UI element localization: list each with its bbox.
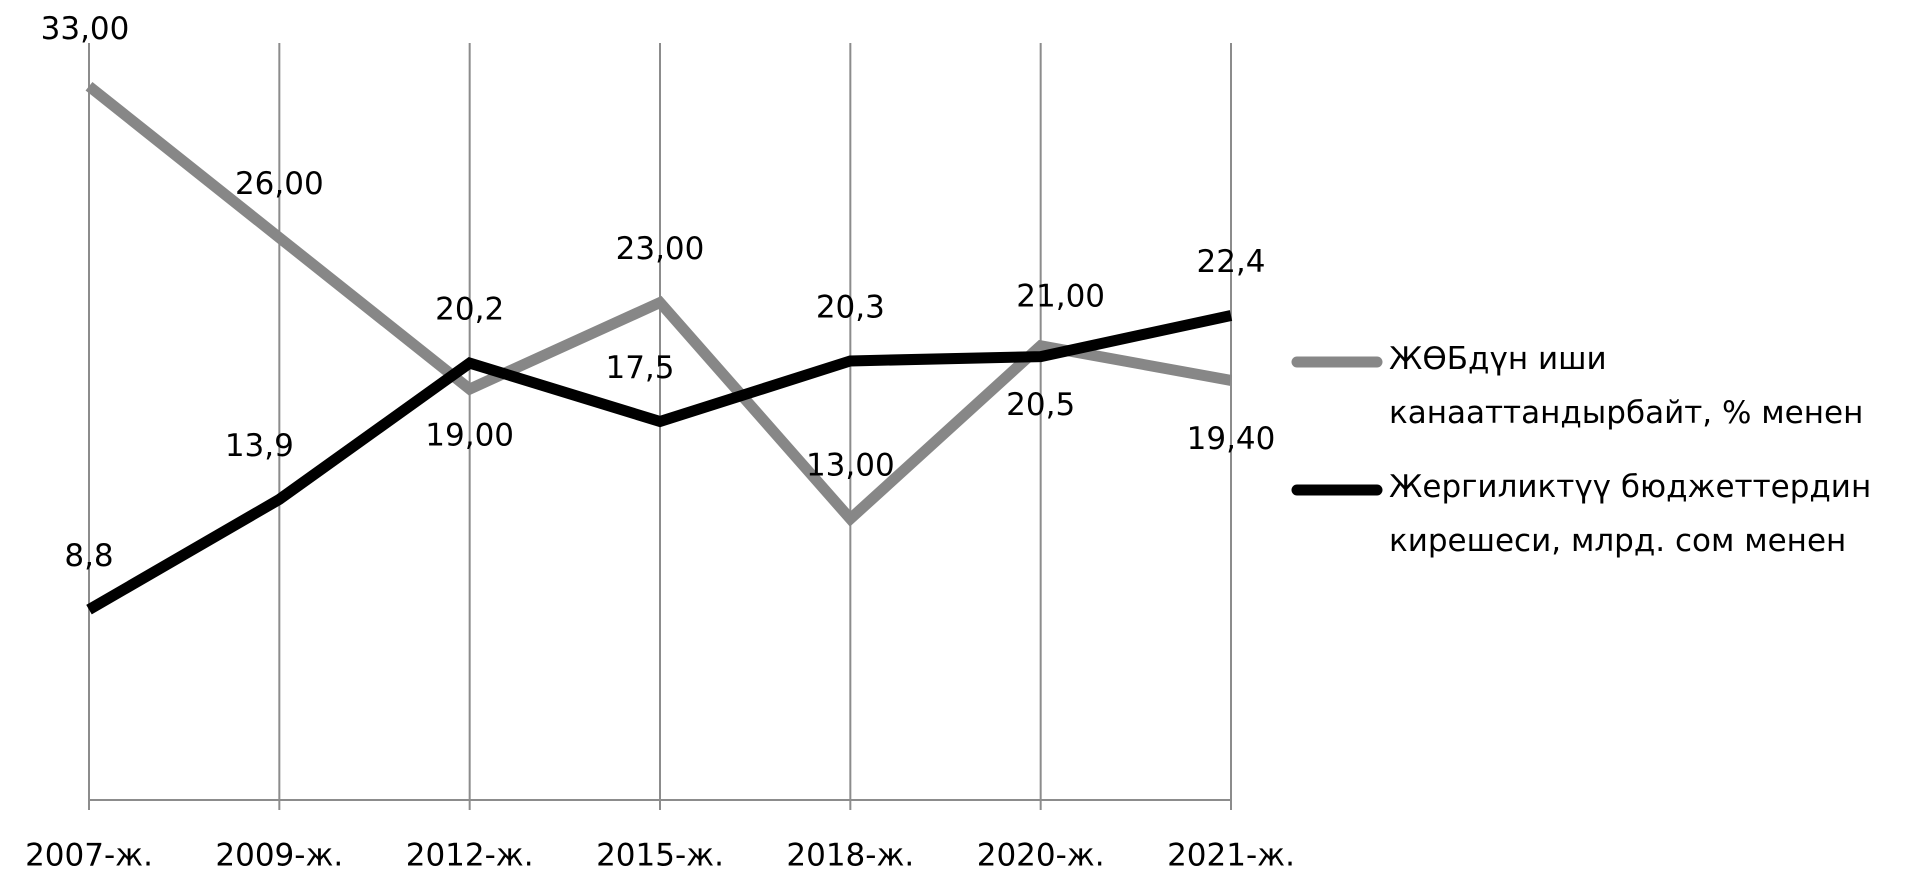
data-label: 26,00 <box>235 166 324 202</box>
legend-label: Жергиликтүү бюджеттердин кирешеси, млрд.… <box>1389 469 1872 559</box>
x-tick-label: 2012-ж. <box>406 838 534 874</box>
x-tick-label: 2007-ж. <box>25 838 153 874</box>
series-line <box>85 81 1232 527</box>
data-label: 19,00 <box>425 418 514 454</box>
x-tick-label: 2018-ж. <box>786 838 914 874</box>
data-label: 21,00 <box>1016 278 1105 314</box>
x-tick-label: 2021-ж. <box>1167 838 1295 874</box>
data-label: 19,40 <box>1187 421 1276 457</box>
data-label: 23,00 <box>616 231 705 267</box>
data-label: 20,5 <box>1006 387 1075 423</box>
x-tick-label: 2015-ж. <box>596 838 724 874</box>
data-label: 20,3 <box>816 289 885 325</box>
x-tick-label: 2009-ж. <box>215 838 343 874</box>
data-label: 20,2 <box>435 292 504 328</box>
data-label: 22,4 <box>1196 244 1265 280</box>
data-label: 13,9 <box>225 428 294 464</box>
data-label: 13,00 <box>806 447 895 483</box>
data-label: 8,8 <box>64 538 113 574</box>
series-line <box>86 310 1233 615</box>
data-label: 33,00 <box>41 11 130 47</box>
data-label: 17,5 <box>605 350 674 386</box>
legend-label: ЖӨБдүн иши канааттандырбайт, % менен <box>1389 341 1864 431</box>
x-tick-label: 2020-ж. <box>977 838 1105 874</box>
